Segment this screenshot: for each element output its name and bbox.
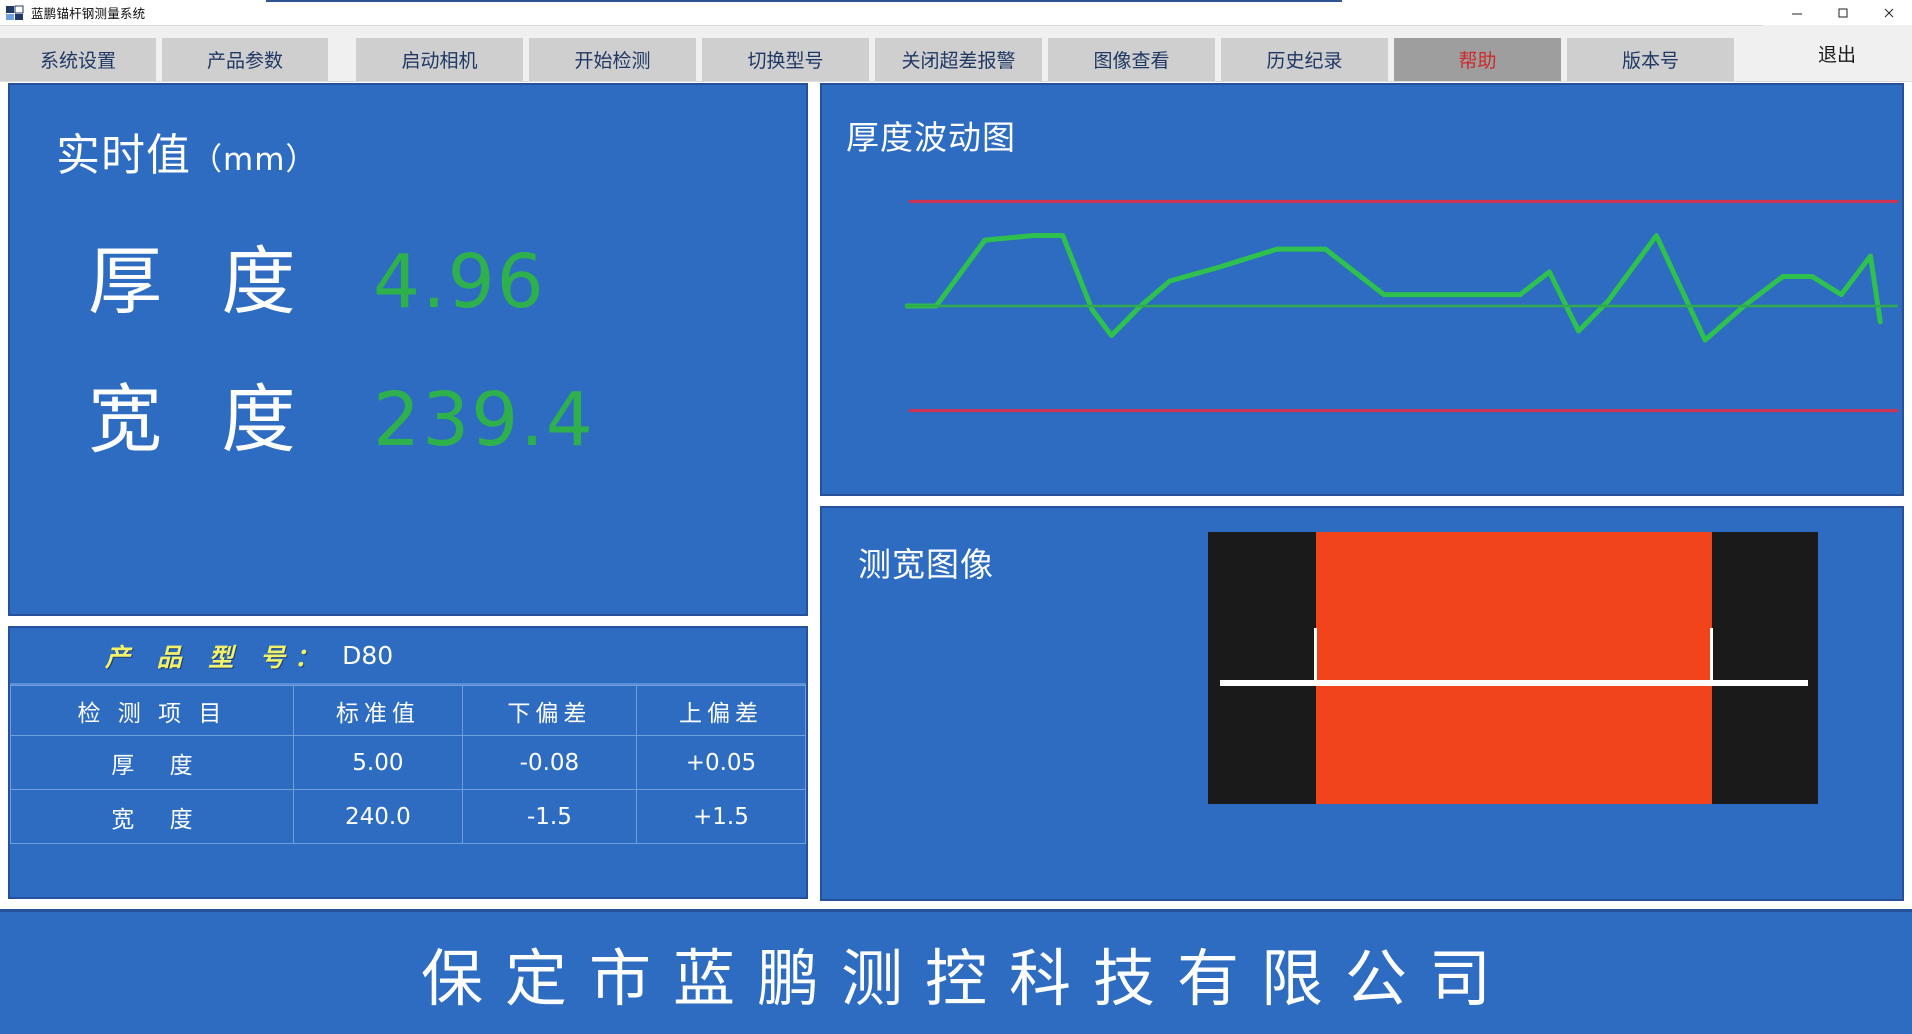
right-column: 厚度波动图 测宽图像 [820, 83, 1904, 901]
company-banner: 保定市蓝鹏测控科技有限公司 [0, 909, 1912, 1034]
titlebar-accent-rule [266, 0, 1342, 2]
measured-object-shape [1316, 532, 1712, 804]
toolbar-button-version[interactable]: 版本号 [1567, 38, 1734, 81]
spec-header-standard: 标准值 [292, 685, 463, 736]
width-measure-line [1220, 680, 1808, 686]
maximize-icon[interactable] [1820, 0, 1866, 26]
realtime-panel: 实时值（mm） 厚 度 4.96 宽 度 239.4 [8, 83, 808, 616]
spec-header-upper: 上偏差 [635, 685, 807, 736]
toolbar-button-history[interactable]: 历史纪录 [1221, 38, 1388, 81]
toolbar-button-system-settings[interactable]: 系统设置 [0, 38, 156, 81]
toolbar-button-image-view[interactable]: 图像查看 [1048, 38, 1215, 81]
thickness-chart-panel: 厚度波动图 [820, 83, 1904, 496]
realtime-title: 实时值（mm） [10, 85, 806, 183]
realtime-label-width: 宽 度 [88, 377, 314, 463]
toolbar-button-exit[interactable]: 退出 [1762, 25, 1912, 81]
workspace: 实时值（mm） 厚 度 4.96 宽 度 239.4 产 品 型 号： [0, 83, 1912, 909]
spec-cell-upper-width: +1.5 [635, 789, 807, 844]
spec-cell-lower-width: -1.5 [461, 789, 637, 844]
spec-cell-item-width: 宽 度 [10, 789, 294, 844]
company-name: 保定市蓝鹏测控科技有限公司 [420, 942, 1513, 1015]
realtime-label-thickness: 厚 度 [88, 239, 314, 325]
toolbar-button-start-detect[interactable]: 开始检测 [529, 38, 696, 81]
realtime-row-width: 宽 度 239.4 [88, 351, 806, 489]
spec-header-lower: 下偏差 [461, 685, 637, 736]
thickness-chart-plot [904, 199, 1899, 413]
toolbar-button-help[interactable]: 帮助 [1394, 38, 1561, 81]
spec-cell-lower-thickness: -0.08 [461, 735, 637, 790]
table-row: 宽 度 240.0 -1.5 +1.5 [10, 789, 807, 844]
realtime-rows: 厚 度 4.96 宽 度 239.4 [10, 213, 806, 489]
toolbar-button-switch-model[interactable]: 切换型号 [702, 38, 869, 81]
width-image-title: 测宽图像 [858, 545, 994, 584]
minimize-icon[interactable] [1774, 0, 1820, 26]
toolbar-button-close-alarm[interactable]: 关闭超差报警 [875, 38, 1042, 81]
realtime-row-thickness: 厚 度 4.96 [88, 213, 806, 351]
width-image-canvas [1208, 532, 1818, 804]
spec-cell-upper-thickness: +0.05 [635, 735, 807, 790]
app-icon [6, 5, 24, 21]
product-model-label: 产 品 型 号： [105, 642, 329, 672]
spec-panel: 产 品 型 号： D80 检 测 项 目 标准值 下偏差 上偏差 [8, 626, 808, 899]
spec-cell-standard-thickness: 5.00 [292, 735, 463, 790]
width-image-panel: 测宽图像 [820, 506, 1904, 901]
toolbar-button-product-params[interactable]: 产品参数 [162, 38, 328, 81]
window-titlebar: 蓝鹏锚杆钢测量系统 [0, 0, 1912, 26]
toolbar-button-start-camera[interactable]: 启动相机 [356, 38, 523, 81]
close-icon[interactable] [1866, 0, 1912, 26]
product-model-row: 产 品 型 号： D80 [10, 628, 806, 685]
table-row: 厚 度 5.00 -0.08 +0.05 [10, 735, 807, 790]
edge-marker-left [1314, 628, 1317, 684]
spec-header-row: 检 测 项 目 标准值 下偏差 上偏差 [10, 685, 807, 736]
realtime-value-thickness: 4.96 [373, 239, 546, 325]
realtime-value-width: 239.4 [373, 377, 595, 463]
spec-cell-item-thickness: 厚 度 [10, 735, 294, 790]
realtime-title-text: 实时值 [56, 130, 191, 181]
spec-cell-standard-width: 240.0 [292, 789, 463, 844]
realtime-unit: （mm） [191, 142, 318, 178]
left-column: 实时值（mm） 厚 度 4.96 宽 度 239.4 产 品 型 号： [8, 83, 808, 901]
toolbar-spacer [328, 80, 356, 81]
main-toolbar: 系统设置 产品参数 启动相机 开始检测 切换型号 关闭超差报警 图像查看 历史纪… [0, 25, 1912, 82]
edge-marker-right [1710, 628, 1713, 684]
window-controls [1774, 0, 1912, 26]
window-title: 蓝鹏锚杆钢测量系统 [31, 6, 146, 21]
thickness-chart-title: 厚度波动图 [846, 118, 1016, 157]
toolbar-spacer [1734, 80, 1762, 81]
spec-header-item: 检 测 项 目 [10, 685, 294, 736]
spec-table: 检 测 项 目 标准值 下偏差 上偏差 厚 度 5.00 -0.08 +0.05 [10, 685, 807, 844]
product-model-value: D80 [342, 641, 394, 670]
